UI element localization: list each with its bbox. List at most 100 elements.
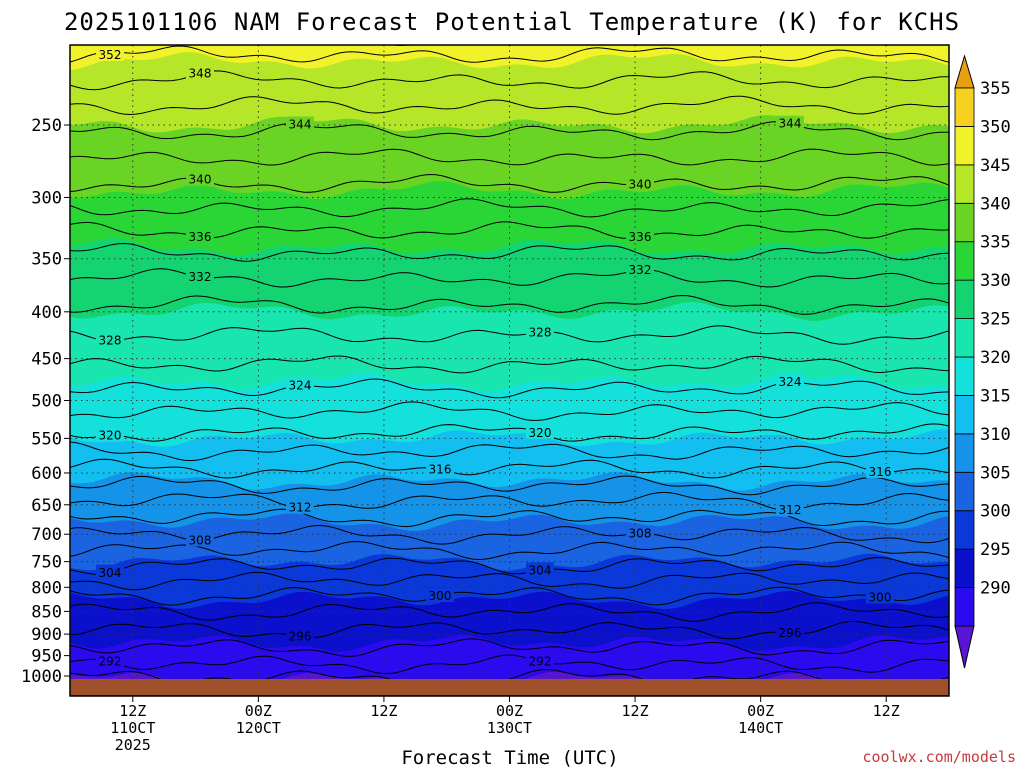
contour-label-bg — [286, 116, 314, 131]
colorbar-tick-300: 300 — [980, 502, 1011, 522]
colorbar-seg-2 — [954, 510, 975, 550]
isoline-290 — [69, 668, 950, 688]
y-tick-800: 800 — [31, 578, 62, 598]
isoline-324 — [69, 378, 949, 399]
contour-label-bg — [96, 564, 124, 579]
x-tick-42-line1: 130CT — [487, 719, 532, 737]
colorbar-seg-9 — [954, 241, 975, 281]
colorbar-seg-0 — [954, 587, 975, 627]
contour-label-bg — [526, 324, 554, 339]
contour-label-320: 320 — [529, 426, 552, 440]
isoline-332 — [69, 268, 950, 288]
contour-label-bg — [526, 653, 554, 668]
colorbar-seg-7 — [954, 318, 975, 358]
colorbar-arrow-bottom — [954, 625, 975, 669]
isoline-320 — [69, 423, 950, 442]
contour-label-bg — [426, 461, 454, 476]
x-tick-18-line1: 120CT — [236, 719, 281, 737]
contour-label-bg — [626, 176, 654, 191]
x-tick-66-line1: 140CT — [738, 719, 783, 737]
isoline-310 — [69, 508, 950, 528]
contour-label-bg — [426, 588, 454, 603]
contour-label-bg — [286, 377, 314, 392]
contour-label-292: 292 — [529, 655, 552, 669]
contour-label-316: 316 — [869, 465, 892, 479]
contour-label-bg — [626, 525, 654, 540]
contour-label-312: 312 — [779, 503, 802, 517]
x-tick-18-line0: 00Z — [245, 702, 272, 720]
contour-label-316: 316 — [429, 462, 452, 476]
isoline-298 — [69, 602, 950, 622]
isoline-318 — [69, 441, 950, 462]
colorbar-tick-310: 310 — [980, 425, 1011, 445]
y-tick-600: 600 — [31, 464, 62, 484]
colorbar-tick-320: 320 — [980, 348, 1011, 368]
chart-title: 2025101106 NAM Forecast Potential Temper… — [64, 8, 960, 36]
y-tick-300: 300 — [31, 188, 62, 208]
contour-label-308: 308 — [629, 526, 652, 540]
isoline-296 — [69, 620, 950, 640]
colorbar-tick-335: 335 — [980, 233, 1011, 253]
contour-label-324: 324 — [289, 379, 312, 393]
contour-label-348: 348 — [189, 66, 212, 80]
colorbar-seg-11 — [954, 164, 975, 204]
contour-label-bg — [866, 464, 894, 479]
colorbar-tick-305: 305 — [980, 463, 1011, 483]
contour-label-332: 332 — [189, 270, 212, 284]
y-tick-750: 750 — [31, 553, 62, 573]
y-tick-250: 250 — [31, 116, 62, 136]
colorbar-seg-3 — [954, 471, 975, 512]
colorbar-seg-5 — [954, 395, 975, 435]
contour-label-bg — [526, 424, 554, 439]
colorbar-tick-295: 295 — [980, 540, 1011, 560]
isoline-330 — [69, 294, 950, 315]
isoline-314 — [69, 475, 949, 496]
contour-label-352: 352 — [99, 48, 122, 62]
contour-labels: 3523483443443443403403403403363363363363… — [96, 47, 894, 669]
contour-label-340: 340 — [189, 173, 212, 187]
x-tick-42-line0: 00Z — [496, 702, 523, 720]
contour-label-320: 320 — [99, 429, 122, 443]
isoline-294 — [69, 638, 950, 657]
isoline-326 — [69, 355, 949, 374]
contour-label-336: 336 — [629, 230, 652, 244]
contour-label-bg — [866, 589, 894, 604]
isoline-306 — [69, 540, 950, 561]
contour-label-bg — [186, 171, 214, 186]
isoline-300 — [69, 586, 950, 606]
y-tick-550: 550 — [31, 429, 62, 449]
colorbar-tick-290: 290 — [980, 579, 1011, 599]
contour-label-308: 308 — [189, 533, 212, 547]
y-tick-350: 350 — [31, 250, 62, 270]
contour-label-bg — [776, 115, 804, 130]
contour-label-324: 324 — [779, 375, 802, 389]
y-tick-900: 900 — [31, 625, 62, 645]
colorbar-legend: 355 350 345 340 335 330 325 320 315 310 305 300 295 2… — [954, 54, 1011, 669]
colorbar-tick-345: 345 — [980, 156, 1011, 176]
isoline-322 — [69, 401, 950, 421]
isoline-348 — [69, 70, 950, 91]
isoline-334 — [69, 242, 950, 262]
isoline-308 — [69, 525, 950, 545]
colorbar-tick-350: 350 — [980, 117, 1011, 137]
x-tick-6-line0: 12Z — [119, 702, 146, 720]
y-tick-450: 450 — [31, 350, 62, 370]
y-tick-700: 700 — [31, 525, 62, 545]
colorbar-seg-13 — [954, 87, 975, 127]
isoline-338 — [69, 198, 950, 218]
contour-label-328: 328 — [99, 334, 122, 348]
contour-label-304: 304 — [529, 563, 552, 577]
contour-label-bg — [776, 625, 804, 640]
contour-label-344: 344 — [779, 117, 802, 131]
x-tick-6-line1: 110CT — [110, 719, 155, 737]
contour-label-bg — [626, 261, 654, 276]
isoline-292 — [69, 654, 950, 675]
colorbar-tick-330: 330 — [980, 271, 1011, 291]
y-tick-850: 850 — [31, 602, 62, 622]
colorbar-tick-325: 325 — [980, 310, 1011, 330]
colorbar-tick-315: 315 — [980, 386, 1011, 406]
contour-label-bg — [96, 427, 124, 442]
x-tick-6-line2: 2025 — [115, 736, 151, 754]
x-tick-54-line0: 12Z — [622, 702, 649, 720]
ground-surface — [70, 679, 949, 695]
